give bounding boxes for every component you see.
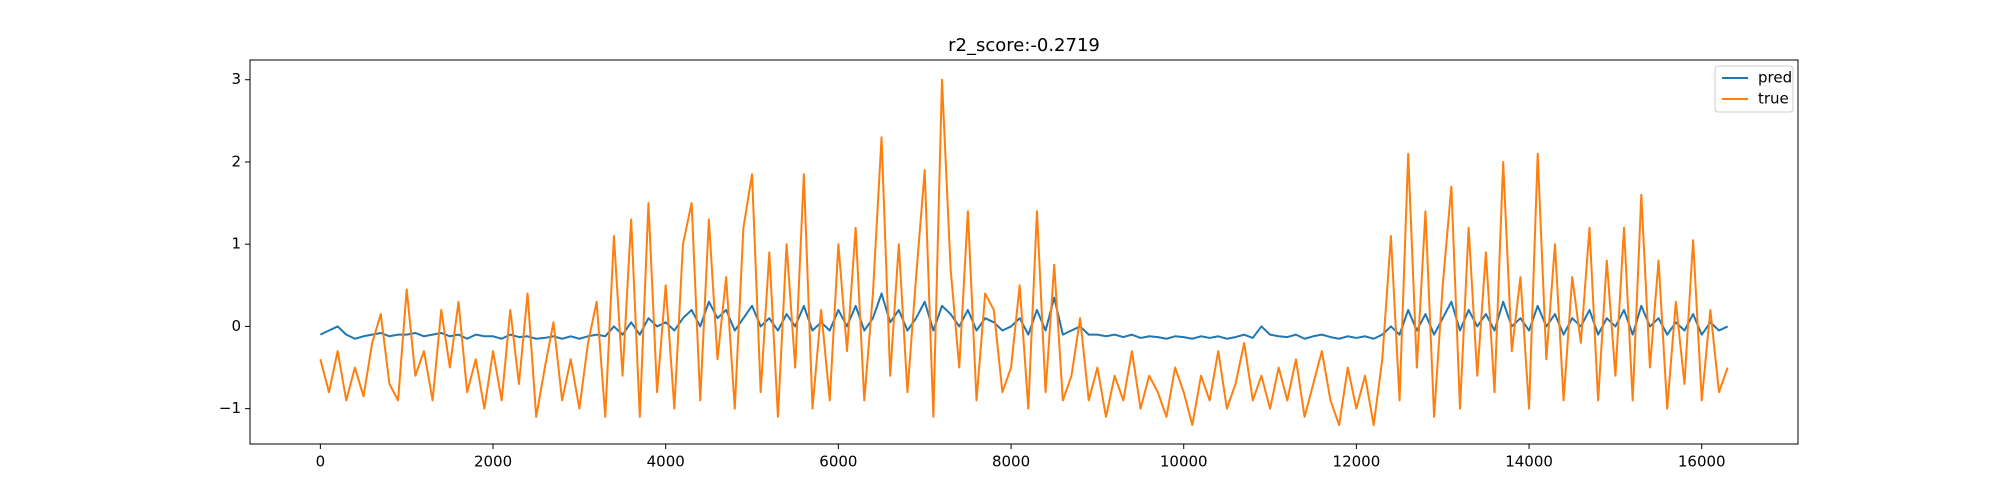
x-tick-label: 16000 bbox=[1678, 453, 1726, 471]
chart-title: r2_score:-0.2719 bbox=[948, 35, 1100, 56]
x-tick-label: 12000 bbox=[1333, 453, 1381, 471]
y-tick-label: 3 bbox=[231, 70, 241, 88]
x-tick-label: 6000 bbox=[819, 453, 857, 471]
series-line bbox=[319, 78, 1729, 427]
legend-label: pred bbox=[1758, 69, 1792, 87]
y-tick-label: 2 bbox=[231, 152, 241, 170]
x-tick-label: 8000 bbox=[992, 453, 1030, 471]
y-tick-label: −1 bbox=[219, 399, 241, 417]
x-tick-label: 0 bbox=[316, 453, 326, 471]
x-tick-label: 14000 bbox=[1505, 453, 1553, 471]
legend-label: true bbox=[1758, 90, 1789, 108]
y-tick-label: 1 bbox=[231, 235, 241, 253]
x-tick-label: 10000 bbox=[1160, 453, 1208, 471]
x-tick-label: 2000 bbox=[474, 453, 512, 471]
plot-frame bbox=[249, 59, 1799, 445]
x-tick-label: 4000 bbox=[647, 453, 685, 471]
y-tick-label: 0 bbox=[231, 317, 241, 335]
